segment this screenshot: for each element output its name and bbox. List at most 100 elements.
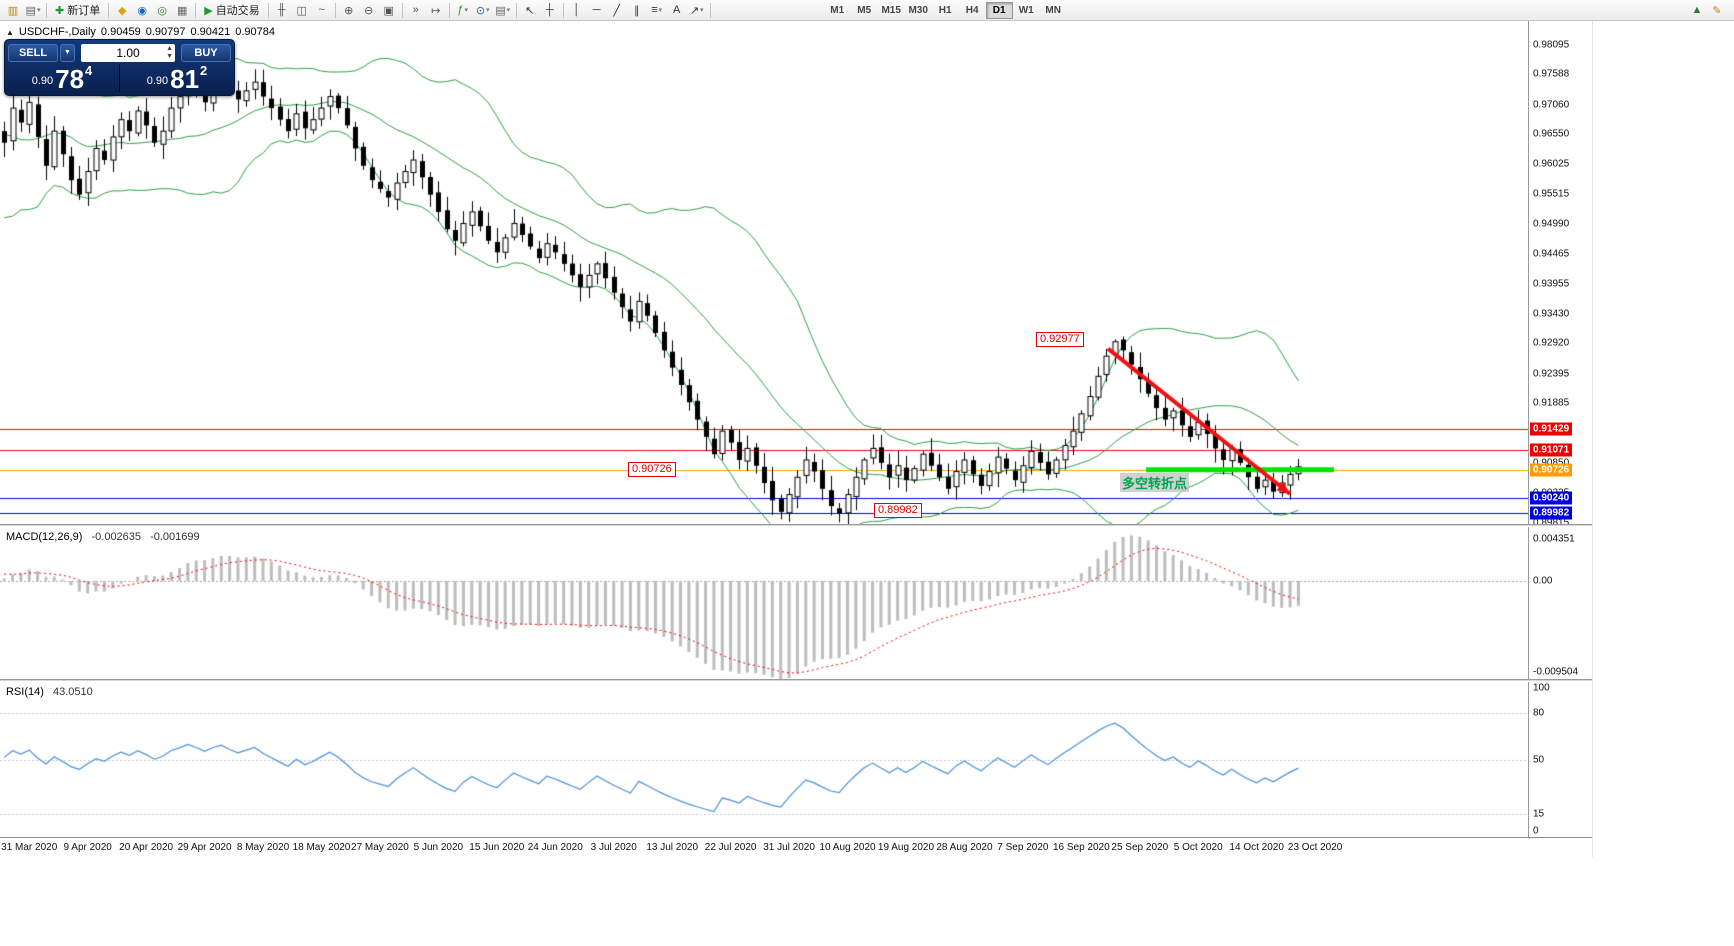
date-label: 24 Jun 2020 [527,842,583,853]
navigator-icon[interactable]: ◎ [157,4,168,17]
edit-icon[interactable]: ✎ [1712,4,1722,17]
rsi-canvas[interactable] [0,682,1528,837]
crosshair-icon[interactable]: ┼ [545,4,554,16]
date-label: 15 Jun 2020 [469,842,525,853]
buy-price[interactable]: 0.90 81 2 [120,62,234,94]
pane-separator-2[interactable] [0,679,1592,682]
rsi-label: RSI(14) [6,686,44,698]
templates-icon[interactable]: ▤ ▾ [495,4,511,17]
support-price-label-2[interactable]: 0.89982 [874,503,922,518]
buy-price-main: 81 [170,64,200,94]
arrows-tool-icon[interactable]: ↗ ▾ [689,4,704,17]
timeframe-M5[interactable]: M5 [857,4,872,16]
sell-price[interactable]: 0.90 78 4 [5,62,119,94]
macd-scale-label: 0.004351 [1533,533,1575,545]
timeframe-D1[interactable]: D1 [985,1,1013,19]
price-tag: 0.91071 [1530,443,1573,457]
tile-windows-icon[interactable]: ▣ [383,4,394,17]
trendline-icon[interactable]: ╱ [613,4,620,17]
price-tag: 0.90726 [1530,463,1573,477]
timeframe-W1[interactable]: W1 [1018,4,1034,16]
price-scale-label: 0.93430 [1533,308,1570,320]
rsi-scale-label: 100 [1533,682,1550,694]
candlestick-chart-icon[interactable]: ◫ [296,4,307,17]
date-label: 27 May 2020 [351,842,409,853]
price-scale-label: 0.95515 [1533,188,1570,200]
chevron-down-icon: ▾ [700,7,704,14]
new-chart-icon[interactable]: ▥ [7,4,19,17]
turning-point-label[interactable]: 多空转折点 [1120,473,1190,492]
date-label: 7 Sep 2020 [997,842,1049,853]
main-chart-canvas[interactable] [0,21,1528,524]
rsi-scale-label: 80 [1533,707,1545,719]
zoom-in-icon[interactable]: ⊕ [344,4,354,17]
date-label: 22 Jul 2020 [704,842,757,853]
new-order-button[interactable]: ✚ 新订单 [55,4,101,18]
timeframe-M1[interactable]: M1 [830,4,845,16]
price-scale-label: 0.89815 [1533,517,1570,529]
autotrading-button[interactable]: ▶ 自动交易 [204,4,260,18]
toolbar-separator [108,2,110,18]
timeframe-M30[interactable]: M30 [908,4,928,16]
timeframe-MN[interactable]: MN [1045,4,1061,16]
fibonacci-icon[interactable]: ≡ ▾ [651,4,663,16]
text-tool-icon[interactable]: A [673,4,681,16]
ohlc-high: 0.90797 [145,26,186,38]
indicators-icon[interactable]: ƒ ▾ [457,4,468,16]
volume-input[interactable]: 1.00 ▲ ▼ [81,43,175,62]
price-scale-label: 0.90850 [1533,457,1569,468]
terminal-icon[interactable]: ▦ [177,4,188,17]
auto-scroll-icon[interactable]: » [412,4,419,16]
market-watch-icon[interactable]: ◆ [117,4,127,17]
chevron-down-icon: ▾ [486,7,490,14]
time-axis[interactable]: 31 Mar 2020 9 Apr 2020 20 Apr 2020 29 Apr 2… [0,837,1592,857]
one-click-collapse-icon[interactable]: ▲ [6,27,14,37]
date-label: 8 May 2020 [236,842,290,853]
date-label: 13 Jul 2020 [646,842,699,853]
chart-profiles-icon[interactable]: ▤ ▾ [25,4,41,17]
macd-canvas[interactable] [0,527,1528,679]
spin-down-icon[interactable]: ▼ [166,52,173,60]
scroll-up-icon[interactable]: ▲ [1691,4,1703,16]
timeframe-H4[interactable]: H4 [965,4,979,16]
buy-button[interactable]: BUY [181,43,231,62]
toolbar: ▥ ▤ ▾ ✚ 新订单 ◆ ◉ ◎ ▦ ▶ 自动交易 ╫ ◫ ~ ⊕ ⊖ ▣ » ↦ ƒ ▾ ⊙ ▾ ▤ ▾ ↖ ┼ │ ─ ╱ ∥ ≡ ▾ A ↗… [0,0,1734,21]
sell-button[interactable]: SELL [8,43,58,62]
pane-separator-1[interactable] [0,524,1592,527]
timeframe-H1[interactable]: H1 [938,4,952,16]
channel-icon[interactable]: ∥ [633,4,640,17]
order-type-dropdown[interactable]: ▼ [60,43,75,62]
macd-scale[interactable]: 0.004351 0.00 -0.009504 [1528,527,1592,679]
date-label: 9 Apr 2020 [63,842,112,853]
peak-price-label[interactable]: 0.92977 [1036,332,1084,347]
toolbar-separator [562,2,564,18]
price-scale-label: 0.93955 [1533,278,1570,290]
chevron-down-icon: ▾ [658,7,663,14]
bar-chart-icon[interactable]: ╫ [277,4,286,16]
price-scale-label: 0.97588 [1533,68,1570,80]
macd-indicator-label: MACD(12,26,9) -0.002635 -0.001699 [6,531,200,543]
toolbar-separator [448,2,450,18]
zoom-out-icon[interactable]: ⊖ [364,4,374,17]
date-label: 28 Aug 2020 [936,842,993,853]
rsi-indicator-label: RSI(14) 43.0510 [6,686,93,698]
volume-spinner[interactable]: ▲ ▼ [166,45,173,61]
rsi-scale[interactable]: 100 80 50 15 0 [1528,682,1592,837]
support-price-label-1[interactable]: 0.90726 [628,462,676,477]
buy-price-prefix: 0.90 [146,75,169,87]
vertical-line-icon[interactable]: │ [573,4,581,16]
chevron-down-icon: ▾ [506,7,511,14]
toolbar-separator [46,2,47,18]
cursor-icon[interactable]: ↖ [525,4,535,17]
spin-up-icon[interactable]: ▲ [166,44,173,52]
timeframe-M15[interactable]: M15 [881,4,901,16]
periods-icon[interactable]: ⊙ ▾ [475,4,490,17]
line-chart-icon[interactable]: ~ [318,4,325,16]
horizontal-line-icon[interactable]: ─ [592,4,601,16]
macd-signal-value: -0.001699 [150,531,200,543]
date-label: 29 Apr 2020 [177,842,232,853]
date-label: 14 Oct 2020 [1229,842,1284,853]
chart-shift-icon[interactable]: ↦ [431,4,441,17]
price-scale[interactable]: 0.98095 0.97588 0.97060 0.96550 0.96025 0.955… [1528,21,1592,528]
data-window-icon[interactable]: ◉ [137,4,148,17]
